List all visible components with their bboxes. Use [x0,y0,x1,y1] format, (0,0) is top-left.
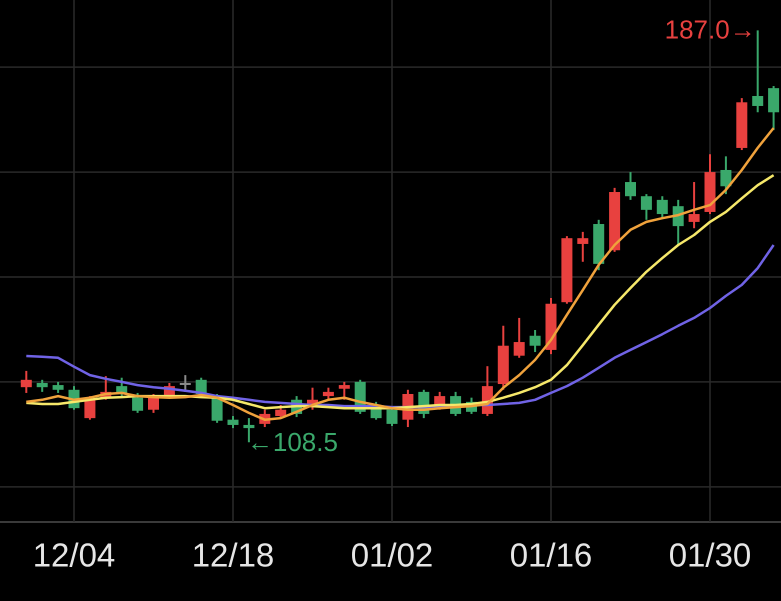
candle-body [704,172,716,212]
candle-body [338,385,350,389]
candle-body [179,382,191,385]
annotation: 187.0→ [665,14,756,44]
candle-body [752,96,764,106]
candle-body [418,391,430,414]
candle-body [545,303,557,350]
x-tick-label: 12/04 [33,537,116,574]
candle-body [656,199,668,215]
candle-body [529,335,541,346]
candle-body [354,381,366,412]
candle-body [386,409,398,424]
x-tick-label: 01/02 [351,537,434,574]
candle-body [625,182,636,197]
candle-body [116,386,128,394]
candle-body [322,391,334,397]
candle-body [497,345,509,385]
candle-body [148,397,159,410]
candle-body [481,386,493,414]
candle-body [370,406,382,419]
candle-body [163,386,175,397]
candle-body [195,379,207,394]
x-tick-label: 01/30 [669,537,752,574]
annotation: ←108.5 [247,427,338,457]
candle-body [132,397,144,411]
candle-body [52,385,64,390]
candle-body [513,342,525,356]
candle-body [307,399,318,406]
ma-line [26,127,775,421]
candle-body [434,396,446,407]
candle-body [36,382,48,388]
candle-body [84,399,96,419]
candle-body [736,102,748,148]
candle-body [609,192,621,251]
candle-body [720,169,732,187]
x-tick-label: 12/18 [192,537,275,574]
candle-body [577,238,589,244]
candle-body [211,397,223,421]
candle-body [640,196,652,210]
candle-body [688,214,700,222]
candle-body [275,409,287,417]
candle-body [593,224,605,264]
candle-body [20,379,32,388]
candle-body [227,419,239,425]
x-tick-label: 01/16 [510,537,593,574]
candle-body [768,88,780,113]
candle-body [561,238,573,303]
candle-body [243,424,255,429]
